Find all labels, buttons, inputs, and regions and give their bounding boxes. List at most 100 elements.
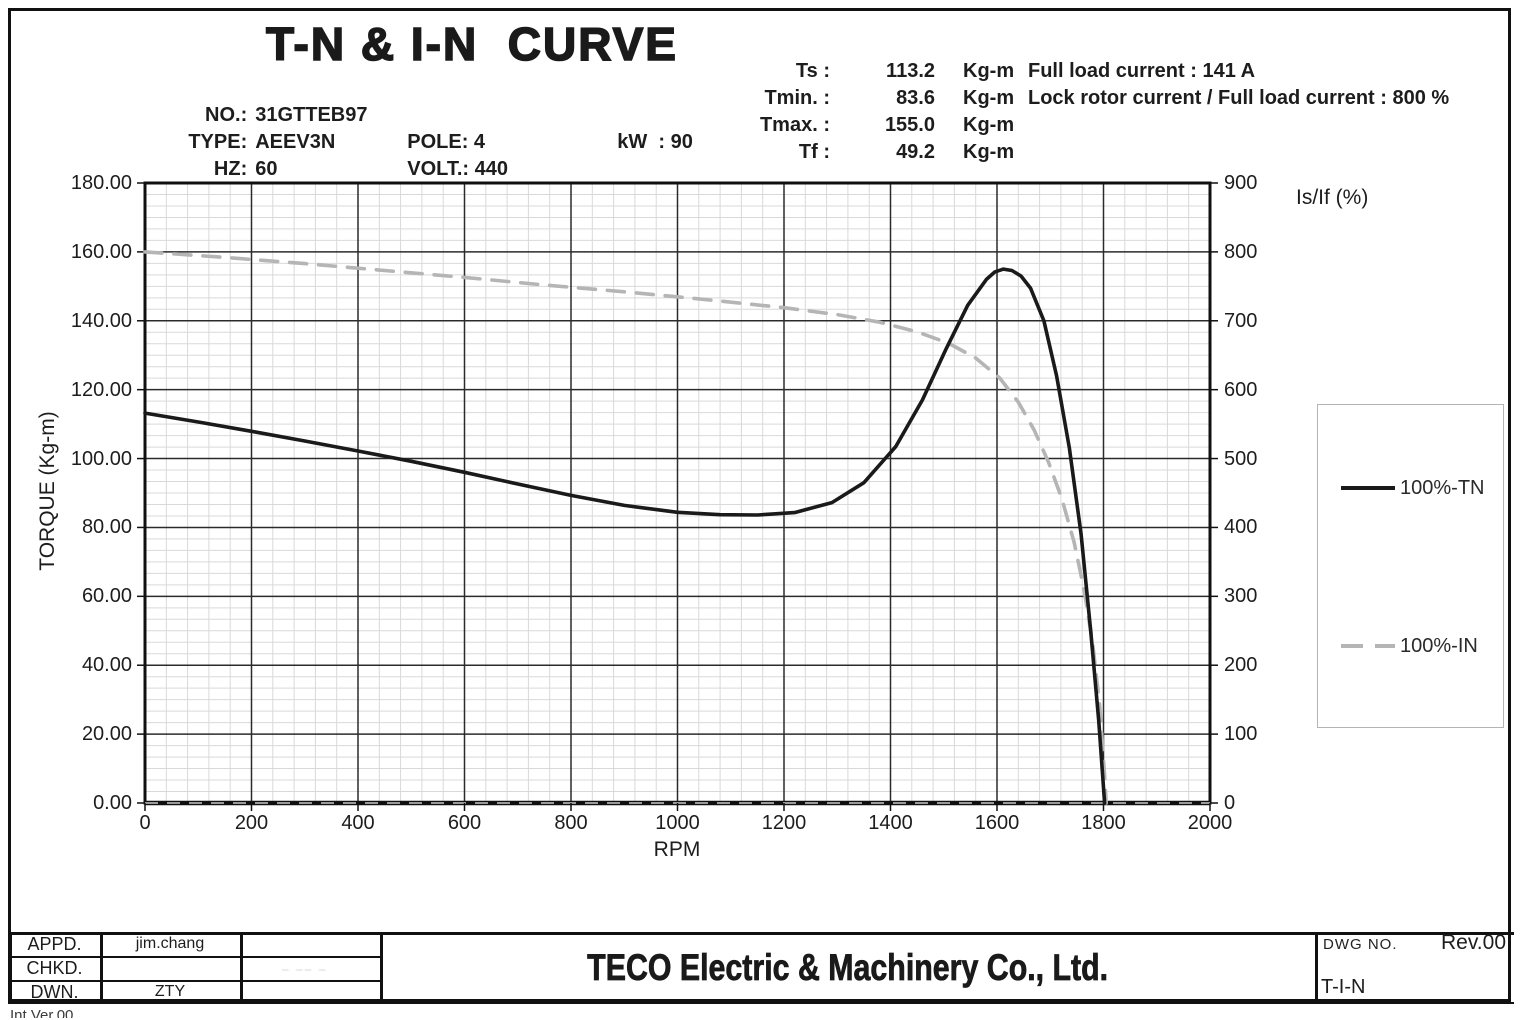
torque-value: 49.2	[896, 141, 935, 163]
titleblock-column-line	[240, 932, 243, 1004]
current-line: Full load current : 141 A	[1028, 60, 1256, 82]
torque-unit: Kg-m	[963, 114, 1015, 136]
faint-stamp-marks: – –– –	[282, 962, 328, 976]
torque-value: 113.2	[886, 60, 935, 82]
y-left-axis-title: TORQUE (Kg-m)	[36, 411, 59, 571]
spec-pole-value: 4	[473, 131, 486, 153]
spec-hz-line: HZ: 60	[60, 135, 278, 204]
titleblock-role-label: APPD.	[27, 933, 82, 954]
legend-dashed-line-sample	[1341, 644, 1395, 648]
spec-volt-label: VOLT.:	[407, 158, 470, 180]
titleblock-top-border	[8, 932, 1514, 935]
spec-type-line: TYPE: AEEV3N	[60, 108, 335, 177]
spec-kw-value: 90	[670, 131, 693, 153]
y-right-tick-label: 400	[1224, 516, 1258, 539]
titleblock-name: ZTY	[154, 983, 186, 1000]
y-right-tick-label: 900	[1224, 172, 1258, 194]
x-tick-label: 1200	[761, 812, 807, 834]
spec-pole-line: POLE: 4	[385, 108, 485, 177]
spec-volt-value: 440	[474, 158, 509, 180]
y-left-tick-label: 100.00	[70, 447, 132, 470]
spec-no-label: NO.:	[205, 104, 248, 126]
spec-no-value: 31GTTEB97	[255, 104, 368, 126]
titleblock-role-label: CHKD.	[26, 957, 83, 978]
drawing-number: T-I-N	[1321, 976, 1366, 998]
x-axis-title: RPM	[653, 838, 701, 861]
y-right-tick-label: 700	[1224, 309, 1258, 332]
titleblock-extra	[240, 980, 380, 1004]
y-left-tick-label: 180.00	[70, 172, 132, 194]
company-name: TECO Electric & Machinery Co., Ltd.	[587, 947, 1109, 989]
spec-hz-value: 60	[255, 158, 278, 180]
torque-unit: Kg-m	[963, 60, 1015, 82]
titleblock-name: jim.chang	[135, 935, 205, 952]
x-tick-label: 1600	[974, 812, 1020, 834]
y-left-tick-label: 60.00	[81, 585, 132, 608]
spec-hz-label: HZ:	[213, 158, 248, 180]
titleblock-row-line	[9, 956, 380, 958]
spec-pole-label: POLE:	[407, 131, 469, 153]
y-right-tick-label: 300	[1224, 585, 1258, 608]
y-left-tick-label: 0.00	[93, 792, 132, 814]
spec-type-value: AEEV3N	[255, 131, 336, 153]
titleblock-row-line	[9, 980, 380, 982]
x-tick-label: 400	[341, 812, 375, 834]
torque-label: Ts :	[795, 60, 830, 82]
y-left-tick-label: 120.00	[70, 378, 132, 401]
y-right-tick-label: 200	[1224, 654, 1258, 677]
spec-kw-line: kW : 90	[595, 108, 693, 177]
x-tick-label: 0	[139, 812, 151, 834]
titleblock-bottom-border	[8, 1001, 1514, 1004]
titleblock-column-line	[380, 932, 383, 1004]
y-left-tick-label: 80.00	[81, 516, 132, 539]
torque-value: 83.6	[896, 87, 935, 109]
y-left-tick-label: 40.00	[81, 654, 132, 677]
x-tick-label: 1000	[655, 812, 700, 834]
x-tick-label: 600	[447, 812, 482, 834]
spec-volt-line: VOLT.: 440	[385, 135, 508, 204]
x-tick-label: 200	[234, 812, 269, 834]
dwg-no-label: DWG NO.	[1323, 936, 1398, 953]
legend: 100%-TN 100%-IN	[1317, 404, 1504, 728]
legend-entry-100%-tn: 100%-TN	[1340, 476, 1484, 500]
torque-label: Tmax. :	[759, 114, 830, 136]
spec-no-line: NO.: 31GTTEB97	[60, 81, 368, 150]
torque-value: 155.0	[884, 114, 935, 136]
clipped-bottom-note: Int.Ver.00	[10, 1007, 74, 1018]
y-left-tick-label: 140.00	[70, 309, 132, 332]
torque-label: Tf :	[798, 141, 830, 163]
torque-unit: Kg-m	[963, 87, 1015, 109]
torque-label: Tmin. :	[764, 87, 830, 109]
titleblock-name	[100, 956, 240, 980]
tn-curve	[143, 267, 1107, 805]
current-line: Lock rotor current / Full load current :…	[1028, 87, 1450, 109]
y-right-tick-label: 0	[1224, 792, 1236, 814]
titleblock-column-line	[9, 932, 12, 1004]
company-name-cell: TECO Electric & Machinery Co., Ltd.	[380, 932, 1315, 1004]
dwg-box-left-border	[1315, 932, 1318, 1004]
x-tick-label: 1800	[1081, 812, 1126, 834]
x-tick-label: 2000	[1187, 812, 1233, 834]
legend-label: 100%-TN	[1400, 476, 1485, 499]
y-right-axis-title: Is/If (%)	[1296, 186, 1369, 209]
y-right-tick-label: 100	[1224, 723, 1258, 746]
spec-kw-label: kW :	[617, 131, 666, 153]
revision-number: Rev.00	[1441, 931, 1506, 954]
y-right-tick-label: 500	[1224, 447, 1258, 470]
y-left-tick-label: 160.00	[70, 240, 132, 263]
spec-type-label: TYPE:	[188, 131, 248, 153]
legend-entry-100%-in: 100%-IN	[1340, 634, 1478, 658]
drawing-frame	[8, 8, 1511, 1002]
y-left-tick-label: 20.00	[81, 723, 132, 746]
legend-label: 100%-IN	[1400, 634, 1478, 657]
y-right-tick-label: 800	[1224, 240, 1258, 263]
x-tick-label: 1400	[868, 812, 913, 834]
page-title: T-N & I-N CURVE	[265, 17, 678, 71]
titleblock-column-line	[100, 932, 103, 1004]
x-tick-label: 800	[554, 812, 588, 834]
y-right-tick-label: 600	[1224, 378, 1258, 401]
titleblock-extra	[240, 932, 380, 956]
